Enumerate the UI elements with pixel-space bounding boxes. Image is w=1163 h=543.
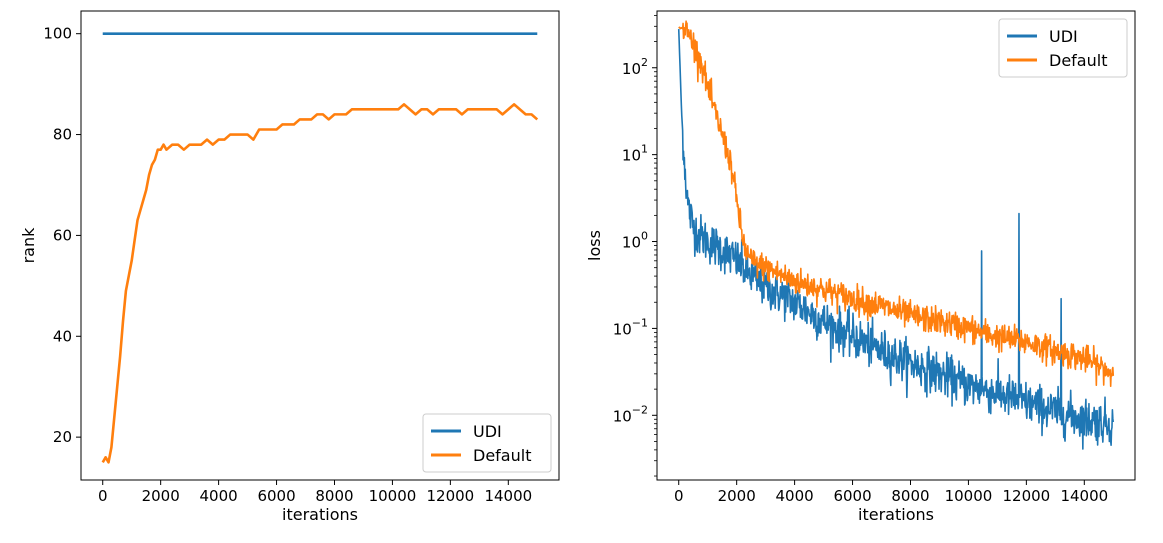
legend-label-default: Default	[1049, 51, 1107, 70]
y-tick-exponent: −1	[632, 316, 648, 329]
x-tick-label: 10000	[945, 487, 993, 505]
x-tick-label: 0	[674, 487, 684, 505]
legend-box	[422, 413, 552, 473]
x-tick-label: 10000	[369, 487, 417, 505]
x-tick-label: 12000	[1003, 487, 1051, 505]
legend-box	[998, 18, 1128, 78]
y-tick-label: 10−1	[613, 316, 648, 338]
x-tick-label: 6000	[833, 487, 871, 505]
x-tick-label: 8000	[891, 487, 929, 505]
legend: UDI Default	[998, 18, 1128, 78]
y-tick-label: 102	[622, 56, 648, 78]
plot-area	[677, 20, 1115, 450]
x-tick-label: 4000	[200, 487, 238, 505]
x-tick-label: 14000	[484, 487, 532, 505]
y-axis-label: loss	[585, 230, 604, 261]
plot-area	[101, 32, 539, 464]
y-tick-base: 10	[622, 147, 641, 165]
chart-panel-2: 0 2000 4000 6000 8000 10000 12000 1400010−210−1…	[585, 10, 1136, 524]
y-tick-label: 20	[53, 428, 72, 446]
series-line-default	[678, 20, 1115, 388]
x-tick-label: 4000	[776, 487, 814, 505]
series-line-udi	[677, 29, 1115, 450]
y-tick-label: 40	[53, 327, 72, 345]
y-tick-exponent: 1	[641, 143, 648, 156]
y-tick-label: 60	[53, 226, 72, 244]
y-tick-label: 100	[43, 25, 72, 43]
legend: UDI Default	[422, 413, 552, 473]
legend-label-udi: UDI	[1049, 27, 1078, 46]
legend-label-udi: UDI	[473, 422, 502, 441]
y-tick-exponent: −2	[632, 403, 648, 416]
y-tick-label: 101	[622, 143, 648, 165]
y-tick-label: 10−2	[613, 403, 648, 425]
x-axis-label: iterations	[282, 505, 358, 524]
x-axis-label: iterations	[858, 505, 934, 524]
series-line-default	[101, 103, 539, 464]
legend-label-default: Default	[473, 446, 531, 465]
x-tick-label: 2000	[718, 487, 756, 505]
x-tick-label: 2000	[142, 487, 180, 505]
y-axis-label: rank	[19, 227, 38, 264]
y-tick-label: 80	[53, 126, 72, 144]
x-tick-label: 8000	[315, 487, 353, 505]
x-tick-label: 14000	[1060, 487, 1108, 505]
y-tick-exponent: 2	[641, 56, 648, 69]
x-tick-label: 0	[98, 487, 108, 505]
y-tick-base: 10	[622, 60, 641, 78]
x-tick-label: 6000	[257, 487, 295, 505]
x-tick-label: 12000	[427, 487, 475, 505]
axes-frame	[80, 10, 560, 481]
chart-panel-1: 0 2000 4000 6000 8000 10000 12000 14000 20 40 60 80…	[19, 10, 560, 524]
y-tick-base: 10	[622, 234, 641, 252]
y-tick-base: 10	[613, 320, 632, 338]
y-tick-label: 100	[622, 230, 648, 252]
y-tick-exponent: 0	[641, 230, 648, 243]
y-tick-base: 10	[613, 407, 632, 425]
